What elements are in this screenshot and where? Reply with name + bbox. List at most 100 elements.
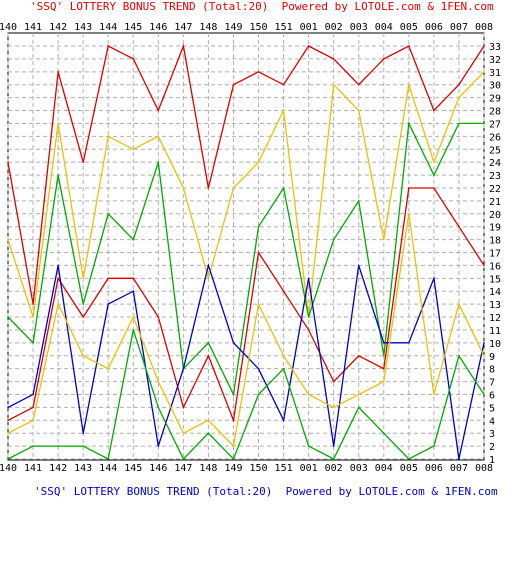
series-1-point — [32, 303, 34, 305]
series-5-point — [82, 432, 84, 435]
x-tick-label-top: 146 — [149, 22, 167, 33]
series-3-point — [307, 316, 310, 318]
x-tick-label-top: 004 — [375, 22, 393, 33]
series-6-point — [383, 380, 385, 383]
x-tick-label-top: 007 — [450, 22, 468, 33]
series-3-point — [257, 225, 260, 228]
x-tick-label-top: 141 — [24, 22, 42, 33]
series-6-point — [207, 419, 210, 422]
series-7-point — [32, 445, 34, 447]
series-6-point — [332, 406, 335, 409]
series-line-3 — [7, 121, 484, 397]
series-4-point — [32, 406, 34, 409]
series-4-point — [332, 380, 335, 383]
series-3-point — [332, 238, 335, 241]
x-tick-label-top: 148 — [199, 22, 217, 33]
series-1-point — [132, 58, 135, 60]
series-5-point — [282, 419, 285, 422]
y-tick-label: 28 — [489, 107, 501, 118]
series-4-point — [307, 329, 310, 331]
series-1-point — [207, 187, 210, 189]
series-7-point — [458, 355, 460, 357]
series-3-point — [458, 122, 460, 125]
series-7-point — [433, 445, 435, 447]
series-5-point — [307, 277, 310, 280]
series-2-point — [332, 83, 335, 86]
series-6-point — [107, 367, 109, 370]
series-4-point — [458, 225, 460, 228]
y-tick-label: 9 — [489, 352, 495, 363]
x-tick-label-bottom: 144 — [99, 463, 117, 474]
chart-title-bottom: 'SSQ' LOTTERY BONUS TREND (Total:20) Pow… — [34, 485, 498, 498]
y-tick-label: 23 — [489, 171, 501, 182]
x-tick-label-bottom: 143 — [74, 463, 92, 474]
series-5-point — [32, 393, 34, 396]
x-tick-label-top: 006 — [425, 22, 443, 33]
series-4-point — [107, 277, 109, 280]
series-3-point — [357, 200, 360, 202]
series-line-1 — [7, 43, 485, 305]
series-2-point — [483, 71, 485, 73]
y-tick-label: 5 — [489, 403, 495, 414]
series-7-point — [132, 329, 135, 331]
series-5-point — [7, 406, 9, 409]
x-tick-label-top: 008 — [475, 22, 493, 33]
y-tick-label: 32 — [489, 55, 501, 66]
series-2-point — [132, 148, 135, 151]
x-tick-label-bottom: 149 — [224, 463, 242, 474]
series-4-point — [82, 316, 84, 318]
y-tick-label: 31 — [489, 68, 501, 79]
series-7-point — [357, 406, 360, 409]
x-tick-label-bottom: 148 — [199, 463, 217, 474]
series-5-point — [207, 264, 210, 267]
y-tick-label: 13 — [489, 300, 501, 311]
series-3-point — [57, 174, 59, 176]
x-tick-label-bottom: 003 — [350, 463, 368, 474]
y-tick-label: 17 — [489, 249, 501, 260]
y-tick-label: 7 — [489, 378, 495, 389]
series-3-point — [207, 342, 210, 344]
series-7-point — [57, 445, 59, 447]
series-6-point — [57, 303, 59, 305]
series-5-point — [383, 342, 385, 344]
y-tick-label: 6 — [489, 390, 495, 401]
y-tick-label: 4 — [489, 416, 495, 427]
series-3-point — [82, 303, 84, 305]
series-2-point — [182, 187, 185, 189]
series-1-point — [232, 83, 235, 86]
x-tick-label-bottom: 004 — [375, 463, 393, 474]
series-3-point — [433, 174, 435, 176]
series-7-point — [282, 367, 285, 370]
series-3-point — [7, 316, 9, 318]
y-tick-label: 29 — [489, 94, 501, 105]
x-tick-label-bottom: 006 — [425, 463, 443, 474]
y-tick-label: 12 — [489, 313, 501, 324]
x-tick-label-bottom: 007 — [450, 463, 468, 474]
series-1-point — [57, 71, 59, 73]
series-1-point — [383, 58, 385, 60]
series-4-point — [357, 355, 360, 357]
series-7-point — [307, 445, 310, 447]
series-5-point — [433, 277, 435, 280]
series-1-point — [182, 45, 185, 47]
y-tick-label: 20 — [489, 210, 501, 221]
series-5-point — [57, 264, 59, 267]
series-6-point — [32, 419, 34, 422]
series-6-point — [257, 303, 260, 305]
series-5-point — [107, 303, 109, 305]
series-6-point — [433, 393, 435, 396]
x-tick-label-top: 142 — [49, 22, 67, 33]
series-3-point — [408, 122, 410, 125]
series-5-point — [408, 342, 410, 344]
series-4-point — [182, 406, 185, 409]
series-4-point — [282, 290, 285, 293]
series-6-point — [282, 355, 285, 357]
series-4-point — [232, 419, 235, 422]
x-tick-label-top: 003 — [350, 22, 368, 33]
x-tick-label-top: 143 — [74, 22, 92, 33]
series-4-point — [7, 419, 9, 422]
x-tick-label-top: 144 — [99, 22, 117, 33]
series-1-point — [408, 45, 410, 47]
series-line-2 — [7, 71, 485, 318]
series-4-point — [257, 251, 260, 254]
